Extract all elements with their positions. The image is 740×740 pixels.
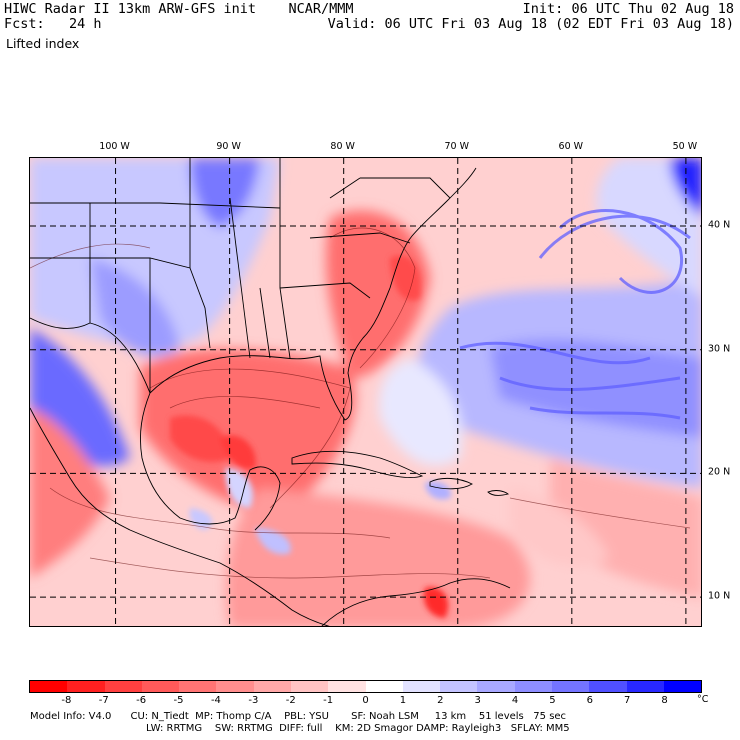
colorbar-tick-label: -7: [98, 695, 109, 706]
latitude-label: 40 N: [708, 219, 731, 231]
colorbar: [29, 680, 702, 693]
colorbar-swatch: [141, 681, 180, 692]
colorbar-swatch: [626, 681, 664, 692]
colorbar-tick-label: -6: [136, 695, 147, 706]
field-name: Lifted index: [6, 36, 80, 51]
model-info-line-2: LW: RRTMG SW: RRTMG DIFF: full KM: 2D Sm…: [146, 723, 570, 734]
model-info-line-1: Model Info: V4.0 CU: N_Tiedt MP: Thomp C…: [30, 711, 567, 722]
colorbar-swatch: [477, 681, 515, 692]
init-time: Init: 06 UTC Thu 02 Aug 18: [522, 1, 734, 17]
colorbar-swatch: [30, 681, 68, 692]
colorbar-swatch: [551, 681, 590, 692]
longitude-label: 80 W: [330, 141, 355, 152]
longitude-label: 100 W: [99, 141, 130, 152]
colorbar-swatch: [440, 681, 478, 692]
longitude-label: 50 W: [672, 141, 698, 152]
colorbar-tick-label: 1: [399, 695, 407, 706]
lifted-index-shading: [30, 158, 701, 626]
colorbar-tick-label: 2: [437, 695, 444, 706]
latitude-label: 20 N: [708, 466, 731, 478]
colorbar-swatch: [290, 681, 329, 692]
colorbar-swatch: [253, 681, 291, 692]
colorbar-swatch: [589, 681, 627, 692]
longitude-label: 60 W: [558, 141, 584, 152]
colorbar-tick-label: 4: [511, 695, 519, 706]
colorbar-tick-label: -1: [323, 695, 334, 706]
colorbar-tick-label: -2: [285, 695, 296, 706]
colorbar-tick-label: 8: [661, 695, 668, 706]
colorbar-tick-label: 0: [362, 695, 369, 706]
colorbar-swatch: [67, 681, 105, 692]
map-frame: [29, 157, 702, 627]
colorbar-tick-label: 6: [586, 695, 594, 706]
colorbar-tick-label: -3: [248, 695, 259, 706]
header-left: HIWC Radar II 13km ARW-GFS init NCAR/MMM…: [4, 2, 354, 32]
land-outlines: [30, 158, 511, 626]
latitude-label: 10 N: [708, 590, 731, 602]
colorbar-unit: °C: [697, 694, 709, 705]
colorbar-swatch: [179, 681, 217, 692]
graticule: [30, 158, 701, 626]
colorbar-swatch: [402, 681, 441, 692]
colorbar-swatch: [514, 681, 552, 692]
colorbar-tick-label: 3: [474, 695, 481, 706]
model-title: HIWC Radar II 13km ARW-GFS init NCAR/MMM: [4, 1, 354, 17]
colorbar-tick-label: -4: [210, 695, 221, 706]
colorbar-swatch: [663, 681, 702, 692]
latitude-label: 30 N: [708, 343, 731, 355]
colorbar-swatch: [365, 681, 403, 692]
valid-time: Valid: 06 UTC Fri 03 Aug 18 (02 EDT Fri …: [327, 16, 734, 32]
colorbar-swatch: [328, 681, 366, 692]
colorbar-tick-label: 5: [549, 695, 556, 706]
colorbar-tick-label: 7: [624, 695, 631, 706]
contour-lines: [30, 227, 691, 579]
longitude-label: 70 W: [444, 141, 470, 152]
lifted-index-map: [30, 158, 701, 626]
forecast-hour: Fcst: 24 h: [4, 16, 102, 32]
colorbar-swatch: [104, 681, 142, 692]
colorbar-tick-label: -5: [173, 695, 184, 706]
header-right: Init: 06 UTC Thu 02 Aug 18 Valid: 06 UTC…: [328, 2, 734, 32]
colorbar-swatch: [216, 681, 254, 692]
longitude-label: 90 W: [216, 141, 241, 152]
colorbar-tick-label: -8: [61, 695, 72, 706]
